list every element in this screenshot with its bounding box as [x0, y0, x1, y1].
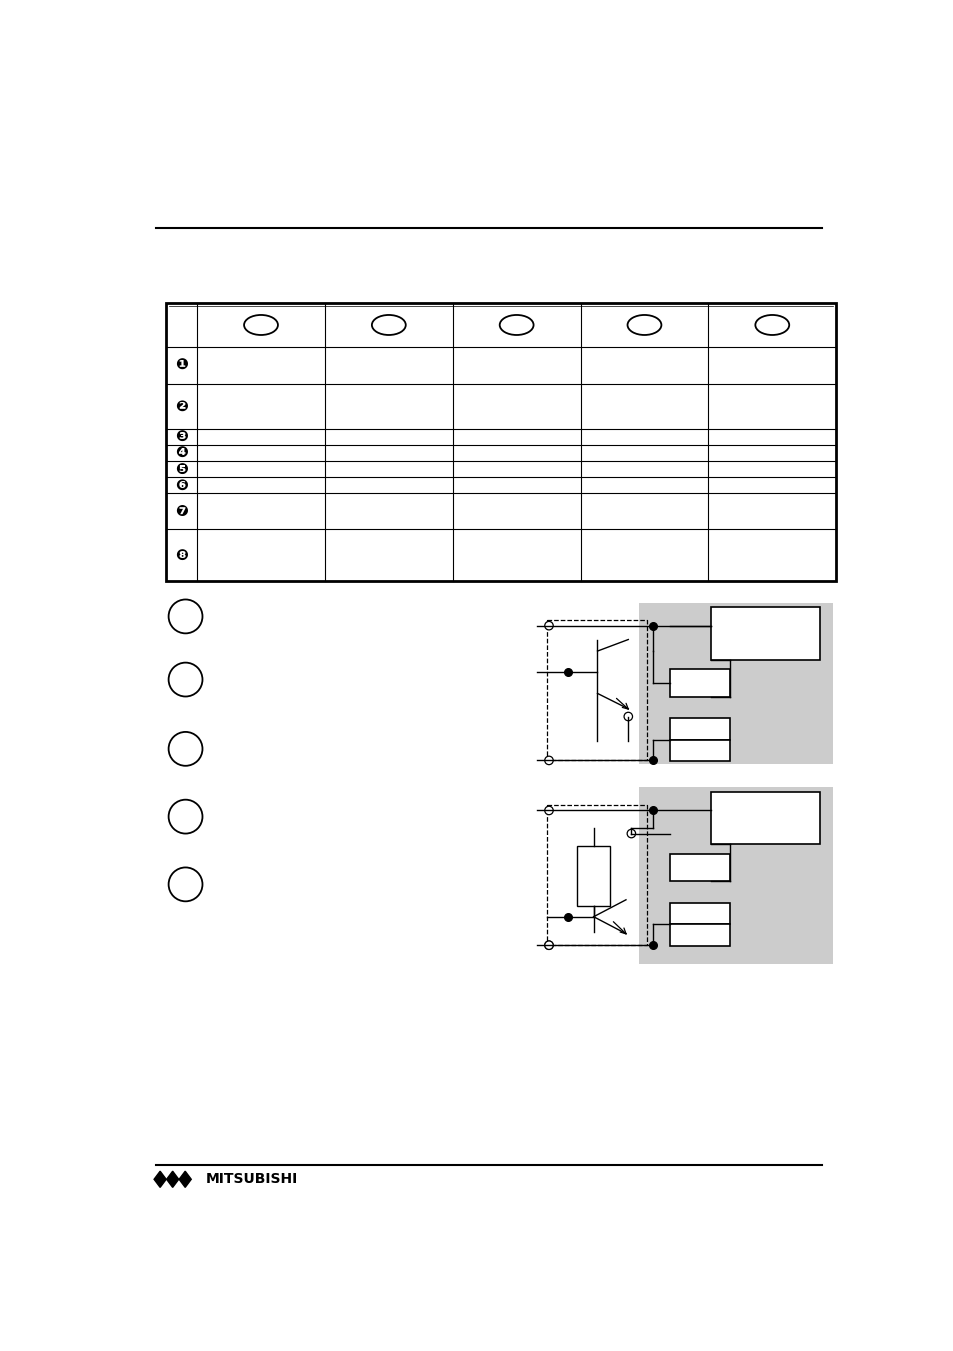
Bar [669, 739, 729, 761]
Text: ❸: ❸ [175, 430, 188, 444]
Bar [639, 788, 832, 965]
Bar [577, 846, 609, 907]
Bar [669, 719, 729, 739]
Polygon shape [179, 1171, 191, 1188]
Text: ❻: ❻ [175, 478, 188, 493]
Text: ❼: ❼ [175, 504, 188, 519]
Text: MITSUBISHI: MITSUBISHI [205, 1173, 297, 1186]
Text: ❶: ❶ [175, 358, 188, 373]
Bar [669, 902, 729, 924]
Circle shape [623, 712, 632, 720]
Polygon shape [167, 1171, 178, 1188]
Bar [639, 603, 832, 765]
Bar [710, 792, 820, 844]
Circle shape [544, 757, 553, 765]
Circle shape [626, 830, 635, 838]
Polygon shape [154, 1171, 166, 1188]
Bar [669, 854, 729, 881]
Bar [710, 607, 820, 659]
Bar [669, 924, 729, 946]
Circle shape [544, 807, 553, 815]
Circle shape [544, 621, 553, 630]
Text: ❹: ❹ [175, 446, 188, 461]
Circle shape [544, 942, 553, 950]
Circle shape [544, 942, 553, 950]
Bar [669, 669, 729, 697]
Bar [166, 303, 836, 581]
Text: ❷: ❷ [175, 399, 188, 413]
Bar [546, 620, 646, 761]
Text: ❽: ❽ [175, 547, 188, 563]
Bar [546, 805, 646, 946]
Text: ❺: ❺ [175, 462, 188, 477]
